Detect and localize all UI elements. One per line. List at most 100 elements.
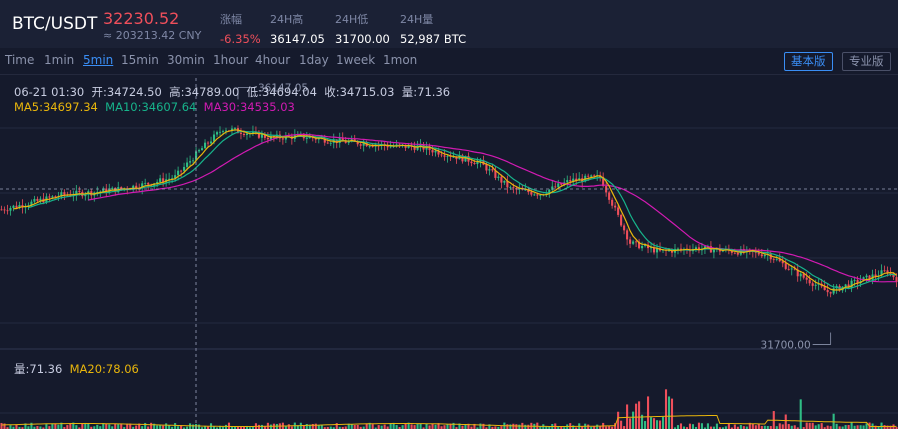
volume-bar	[688, 423, 692, 429]
tab-4hour[interactable]: 4hour	[255, 53, 291, 67]
volume-bar	[39, 426, 42, 429]
volume-bar	[18, 426, 21, 429]
candle-body	[147, 182, 150, 185]
volume-bar	[488, 424, 491, 429]
volume-bar	[742, 426, 745, 429]
volume-bar	[398, 426, 401, 429]
volume-bar	[153, 423, 156, 429]
candle-body	[769, 254, 772, 260]
volume-bar	[434, 424, 437, 429]
tab-1week[interactable]: 1week	[336, 53, 376, 67]
tab-1day[interactable]: 1day	[299, 53, 329, 67]
candle-body	[341, 138, 344, 141]
candle-body	[730, 250, 733, 253]
volume-bar	[682, 426, 686, 429]
trading-pair[interactable]: BTC/USDT	[12, 14, 98, 34]
candle-body	[679, 248, 683, 250]
volume-bar	[581, 425, 584, 429]
volume-bar	[596, 424, 599, 429]
volume-bar	[880, 422, 883, 429]
candle-body	[314, 138, 317, 140]
mode-pro-button[interactable]: 专业版	[842, 52, 891, 71]
candle-body	[548, 189, 551, 194]
volume-bar	[670, 398, 674, 429]
volume-bar	[126, 423, 129, 429]
candle-body	[500, 176, 503, 183]
volume-bar	[611, 426, 614, 429]
candle-body	[362, 143, 365, 146]
candle-body	[407, 145, 410, 148]
tab-1min[interactable]: 1min	[44, 53, 75, 67]
candle-body	[518, 188, 521, 190]
candle-body	[60, 192, 63, 197]
tab-1hour[interactable]: 1hour	[213, 53, 249, 67]
price-annotations: 36147.05 31700.00	[237, 82, 832, 352]
volume-bar	[419, 423, 422, 429]
volume-bar	[766, 425, 769, 429]
volume-bar	[874, 425, 877, 429]
volume-bar	[599, 425, 602, 429]
candle-body	[186, 162, 189, 167]
candle-body	[736, 252, 739, 255]
candle-body	[105, 188, 108, 193]
volume-bar	[0, 422, 3, 429]
candle-body	[305, 138, 308, 139]
candle-body	[425, 146, 428, 150]
volume-bar	[338, 426, 341, 429]
volume-bar	[356, 424, 359, 429]
volume-bar	[497, 426, 500, 429]
volume-bar	[81, 423, 84, 429]
volume-bar	[709, 426, 712, 429]
volume-bar	[853, 425, 856, 429]
candle-body	[209, 141, 213, 144]
volume-bar	[673, 427, 677, 429]
candle-body	[183, 166, 186, 171]
candle-body	[703, 246, 706, 249]
candle-body	[712, 249, 715, 253]
candle-body	[790, 268, 793, 270]
tab-time[interactable]: Time	[5, 53, 35, 67]
volume-bar	[221, 426, 225, 429]
volume-bar	[206, 426, 210, 429]
candle-body	[503, 180, 506, 183]
tab-15min[interactable]: 15min	[121, 53, 159, 67]
volume-bar	[515, 424, 518, 429]
volume-bar	[697, 422, 700, 429]
volume-bar	[51, 423, 54, 429]
candle-body	[856, 280, 859, 284]
candle-body	[608, 192, 611, 200]
candle-body	[257, 131, 260, 138]
tab-30min[interactable]: 30min	[167, 53, 205, 67]
mode-basic-button[interactable]: 基本版	[784, 52, 833, 71]
candle-body	[162, 178, 165, 183]
volume-bar	[230, 426, 234, 429]
tab-1mon[interactable]: 1mon	[383, 53, 418, 67]
candle-body	[63, 192, 66, 195]
volume-bar	[284, 426, 287, 429]
candle-body	[799, 273, 802, 277]
candle-body	[168, 178, 171, 180]
volume-bar	[563, 427, 566, 429]
volume-bar	[781, 424, 784, 429]
interval-tabbar: Time 1min 5min 15min 30min 1hour 4hour 1…	[0, 48, 898, 75]
tab-5min[interactable]: 5min	[83, 53, 114, 67]
volume-bar	[841, 426, 844, 429]
volume-bar	[527, 424, 530, 429]
volume-bar	[655, 420, 659, 429]
volume-bar	[847, 424, 850, 429]
volume-bar	[377, 425, 380, 429]
candle-body	[626, 230, 629, 240]
candle-body	[455, 156, 458, 160]
candle-body	[560, 183, 563, 185]
volume-bar	[156, 425, 159, 429]
candle-body	[635, 241, 638, 243]
candle-body	[772, 259, 775, 261]
volume-bar	[359, 426, 362, 429]
volume-bar	[458, 423, 461, 429]
volume-bar	[290, 426, 293, 429]
volume-bar	[479, 423, 482, 429]
volume-bar	[66, 425, 69, 429]
volume-bar	[787, 424, 790, 429]
volume-bar	[12, 426, 15, 429]
